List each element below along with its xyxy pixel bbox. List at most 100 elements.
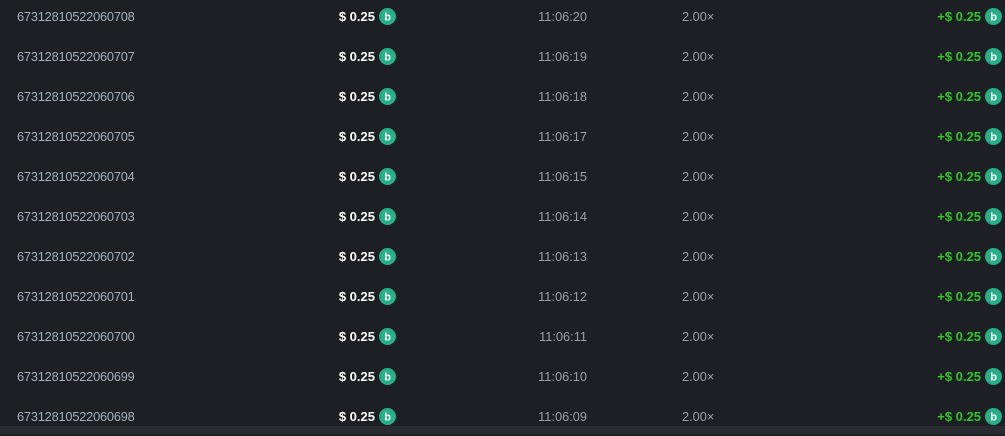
payout-multiplier: 2.00× [587,49,737,64]
bet-amount-cell: $ 0.25 b [340,328,396,345]
svg-text:b: b [990,171,997,183]
coin-icon: b [379,208,396,225]
coin-icon: b [379,328,396,345]
bet-id: 67312810522060708 [0,9,340,24]
bet-row[interactable]: 67312810522060704 $ 0.25 b 11:06:15 2.00… [0,156,1005,196]
bet-id: 67312810522060698 [0,409,340,424]
profit-cell: +$ 0.25 b [737,88,1005,105]
profit-amount: +$ 0.25 [937,49,981,64]
bet-id: 67312810522060703 [0,209,340,224]
svg-text:b: b [990,251,997,263]
coin-icon: b [985,208,1002,225]
bet-amount: $ 0.25 [339,129,375,144]
profit-cell: +$ 0.25 b [737,408,1005,425]
coin-icon: b [985,368,1002,385]
bet-row[interactable]: 67312810522060705 $ 0.25 b 11:06:17 2.00… [0,116,1005,156]
svg-text:b: b [384,11,391,23]
bet-time: 11:06:10 [396,369,587,384]
profit-cell: +$ 0.25 b [737,168,1005,185]
bet-row[interactable]: 67312810522060699 $ 0.25 b 11:06:10 2.00… [0,356,1005,396]
profit-amount: +$ 0.25 [937,369,981,384]
coin-icon: b [985,328,1002,345]
profit-cell: +$ 0.25 b [737,8,1005,25]
bet-time: 11:06:18 [396,89,587,104]
coin-icon: b [379,8,396,25]
profit-amount: +$ 0.25 [937,129,981,144]
bet-id: 67312810522060699 [0,369,340,384]
bet-id: 67312810522060706 [0,89,340,104]
payout-multiplier: 2.00× [587,9,737,24]
svg-text:b: b [990,131,997,143]
profit-amount: +$ 0.25 [937,289,981,304]
bet-id: 67312810522060701 [0,289,340,304]
bet-amount: $ 0.25 [339,9,375,24]
payout-multiplier: 2.00× [587,289,737,304]
svg-text:b: b [384,51,391,63]
bet-id: 67312810522060705 [0,129,340,144]
coin-icon: b [985,248,1002,265]
profit-cell: +$ 0.25 b [737,328,1005,345]
profit-amount: +$ 0.25 [937,249,981,264]
bet-row[interactable]: 67312810522060700 $ 0.25 b 11:06:11 2.00… [0,316,1005,356]
bet-amount-cell: $ 0.25 b [340,8,396,25]
next-row-edge [0,426,1005,434]
profit-cell: +$ 0.25 b [737,248,1005,265]
bet-amount-cell: $ 0.25 b [340,288,396,305]
svg-text:b: b [384,131,391,143]
bet-amount-cell: $ 0.25 b [340,248,396,265]
svg-text:b: b [990,291,997,303]
payout-multiplier: 2.00× [587,329,737,344]
payout-multiplier: 2.00× [587,369,737,384]
coin-icon: b [985,88,1002,105]
bet-time: 11:06:20 [396,9,587,24]
bet-amount: $ 0.25 [339,49,375,64]
coin-icon: b [379,128,396,145]
profit-cell: +$ 0.25 b [737,128,1005,145]
profit-cell: +$ 0.25 b [737,48,1005,65]
bet-time: 11:06:13 [396,249,587,264]
bet-time: 11:06:17 [396,129,587,144]
bet-row[interactable]: 67312810522060707 $ 0.25 b 11:06:19 2.00… [0,36,1005,76]
coin-icon: b [985,288,1002,305]
svg-text:b: b [990,91,997,103]
bet-amount-cell: $ 0.25 b [340,168,396,185]
svg-text:b: b [990,211,997,223]
payout-multiplier: 2.00× [587,89,737,104]
coin-icon: b [379,368,396,385]
profit-amount: +$ 0.25 [937,9,981,24]
bet-amount: $ 0.25 [339,89,375,104]
payout-multiplier: 2.00× [587,249,737,264]
profit-amount: +$ 0.25 [937,329,981,344]
svg-text:b: b [384,371,391,383]
coin-icon: b [985,8,1002,25]
bet-id: 67312810522060707 [0,49,340,64]
bet-row[interactable]: 67312810522060708 $ 0.25 b 11:06:20 2.00… [0,0,1005,36]
profit-cell: +$ 0.25 b [737,368,1005,385]
bet-amount: $ 0.25 [339,409,375,424]
bet-time: 11:06:15 [396,169,587,184]
coin-icon: b [985,128,1002,145]
bet-row[interactable]: 67312810522060702 $ 0.25 b 11:06:13 2.00… [0,236,1005,276]
svg-text:b: b [384,91,391,103]
profit-cell: +$ 0.25 b [737,288,1005,305]
bet-amount-cell: $ 0.25 b [340,208,396,225]
profit-amount: +$ 0.25 [937,169,981,184]
bet-amount-cell: $ 0.25 b [340,128,396,145]
payout-multiplier: 2.00× [587,169,737,184]
bet-amount: $ 0.25 [339,329,375,344]
bet-row[interactable]: 67312810522060706 $ 0.25 b 11:06:18 2.00… [0,76,1005,116]
bet-row[interactable]: 67312810522060701 $ 0.25 b 11:06:12 2.00… [0,276,1005,316]
bet-amount: $ 0.25 [339,369,375,384]
bet-row[interactable]: 67312810522060703 $ 0.25 b 11:06:14 2.00… [0,196,1005,236]
coin-icon: b [985,408,1002,425]
svg-text:b: b [990,411,997,423]
bet-amount: $ 0.25 [339,249,375,264]
bet-id: 67312810522060700 [0,329,340,344]
coin-icon: b [379,168,396,185]
bet-amount: $ 0.25 [339,289,375,304]
profit-amount: +$ 0.25 [937,89,981,104]
profit-amount: +$ 0.25 [937,209,981,224]
bet-amount-cell: $ 0.25 b [340,48,396,65]
profit-amount: +$ 0.25 [937,409,981,424]
